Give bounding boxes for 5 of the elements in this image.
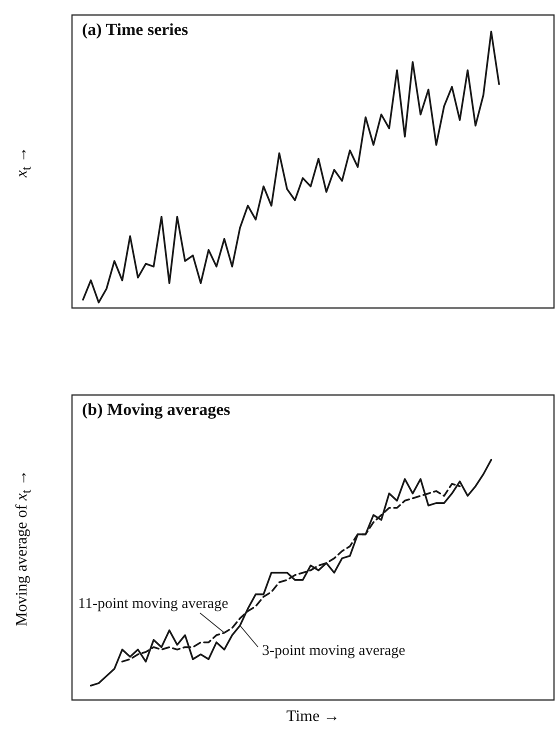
series-label: 11-point moving average — [78, 596, 229, 612]
series-label: 3-point moving average — [262, 642, 406, 659]
chart-title: (b) Moving averages — [82, 400, 230, 420]
x-axis-title: Time → — [286, 708, 340, 726]
chart-title: (a) Time series — [82, 20, 188, 40]
